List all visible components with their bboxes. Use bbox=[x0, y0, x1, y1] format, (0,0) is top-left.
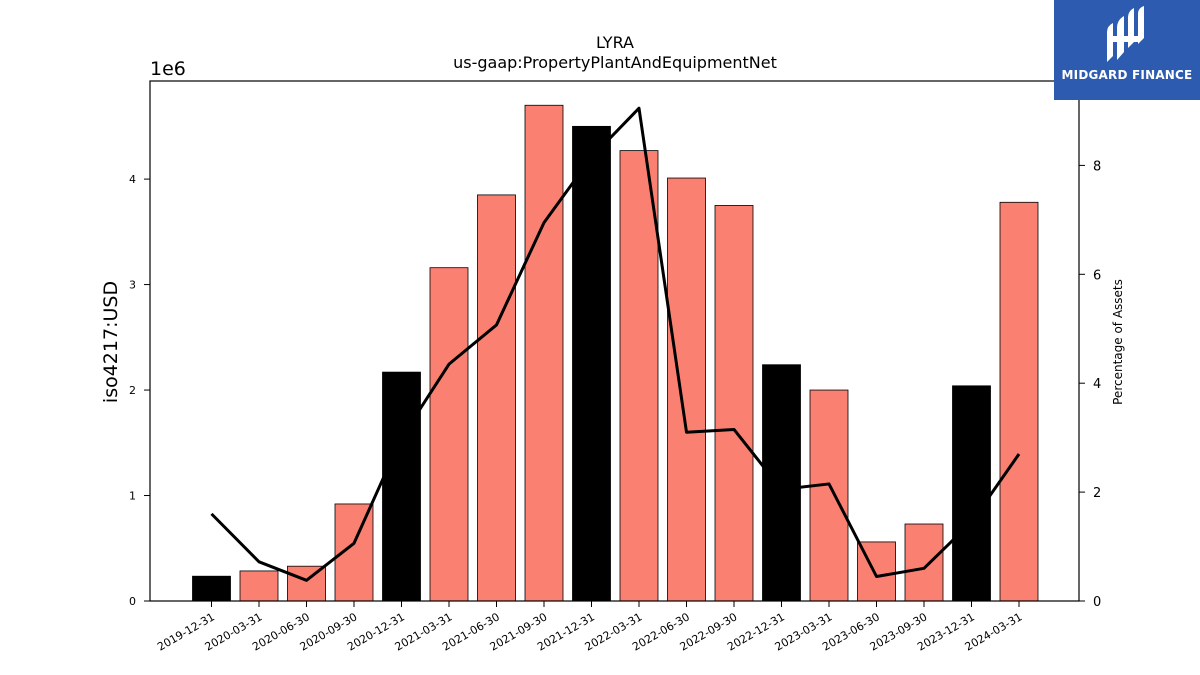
y2-tick-label: 4 bbox=[1093, 377, 1101, 392]
y-tick-label: 1 bbox=[129, 490, 136, 503]
y2-axis-label: Percentage of Assets bbox=[1111, 279, 1125, 405]
chart-title: LYRA bbox=[596, 33, 634, 52]
bar-2022-03-31 bbox=[619, 150, 659, 602]
y2-tick-label: 2 bbox=[1093, 486, 1101, 501]
bar-2019-12-31 bbox=[192, 575, 231, 602]
bar-2023-12-31 bbox=[952, 385, 991, 602]
percentage-line bbox=[210, 106, 1021, 582]
y-tick-label: 0 bbox=[129, 595, 136, 608]
bar-2023-09-30 bbox=[904, 523, 944, 602]
bar-2022-06-30 bbox=[667, 177, 706, 602]
y-tick-label: 4 bbox=[129, 173, 136, 186]
logo-mark-icon bbox=[1107, 6, 1144, 62]
bar-2021-06-30 bbox=[477, 194, 516, 602]
y-tick-label: 2 bbox=[129, 384, 136, 397]
y-offset-label: 1e6 bbox=[150, 58, 186, 80]
bar-2021-03-31 bbox=[429, 267, 469, 602]
bar-2020-12-31 bbox=[382, 371, 421, 602]
bar-2024-03-31 bbox=[999, 201, 1039, 602]
x-axis-ticks: 2019-12-312020-03-312020-06-302020-09-30… bbox=[155, 601, 1025, 654]
logo-text: MIDGARD FINANCE bbox=[1061, 68, 1193, 82]
y-tick-label: 3 bbox=[129, 279, 136, 292]
plot-frame bbox=[149, 80, 1080, 602]
midgard-finance-logo: MIDGARD FINANCE bbox=[1054, 0, 1200, 100]
y2-axis-ticks: 0 2 4 6 8 bbox=[1079, 159, 1101, 610]
y-axis-label: iso4217:USD bbox=[100, 281, 122, 403]
bar-2022-09-30 bbox=[714, 205, 754, 602]
bar-2021-09-30 bbox=[524, 104, 564, 602]
bar-2022-12-31 bbox=[762, 364, 801, 602]
y2-tick-label: 6 bbox=[1093, 268, 1101, 283]
y2-tick-label: 0 bbox=[1093, 595, 1101, 610]
y-axis-ticks: 0 1 2 3 4 bbox=[129, 173, 150, 608]
y2-tick-label: 8 bbox=[1093, 159, 1101, 174]
chart-subtitle: us-gaap:PropertyPlantAndEquipmentNet bbox=[453, 53, 777, 72]
bars bbox=[192, 104, 1039, 602]
bar-2021-12-31 bbox=[572, 125, 611, 602]
bar-2020-03-31 bbox=[239, 570, 279, 602]
bar-2023-03-31 bbox=[809, 389, 849, 602]
